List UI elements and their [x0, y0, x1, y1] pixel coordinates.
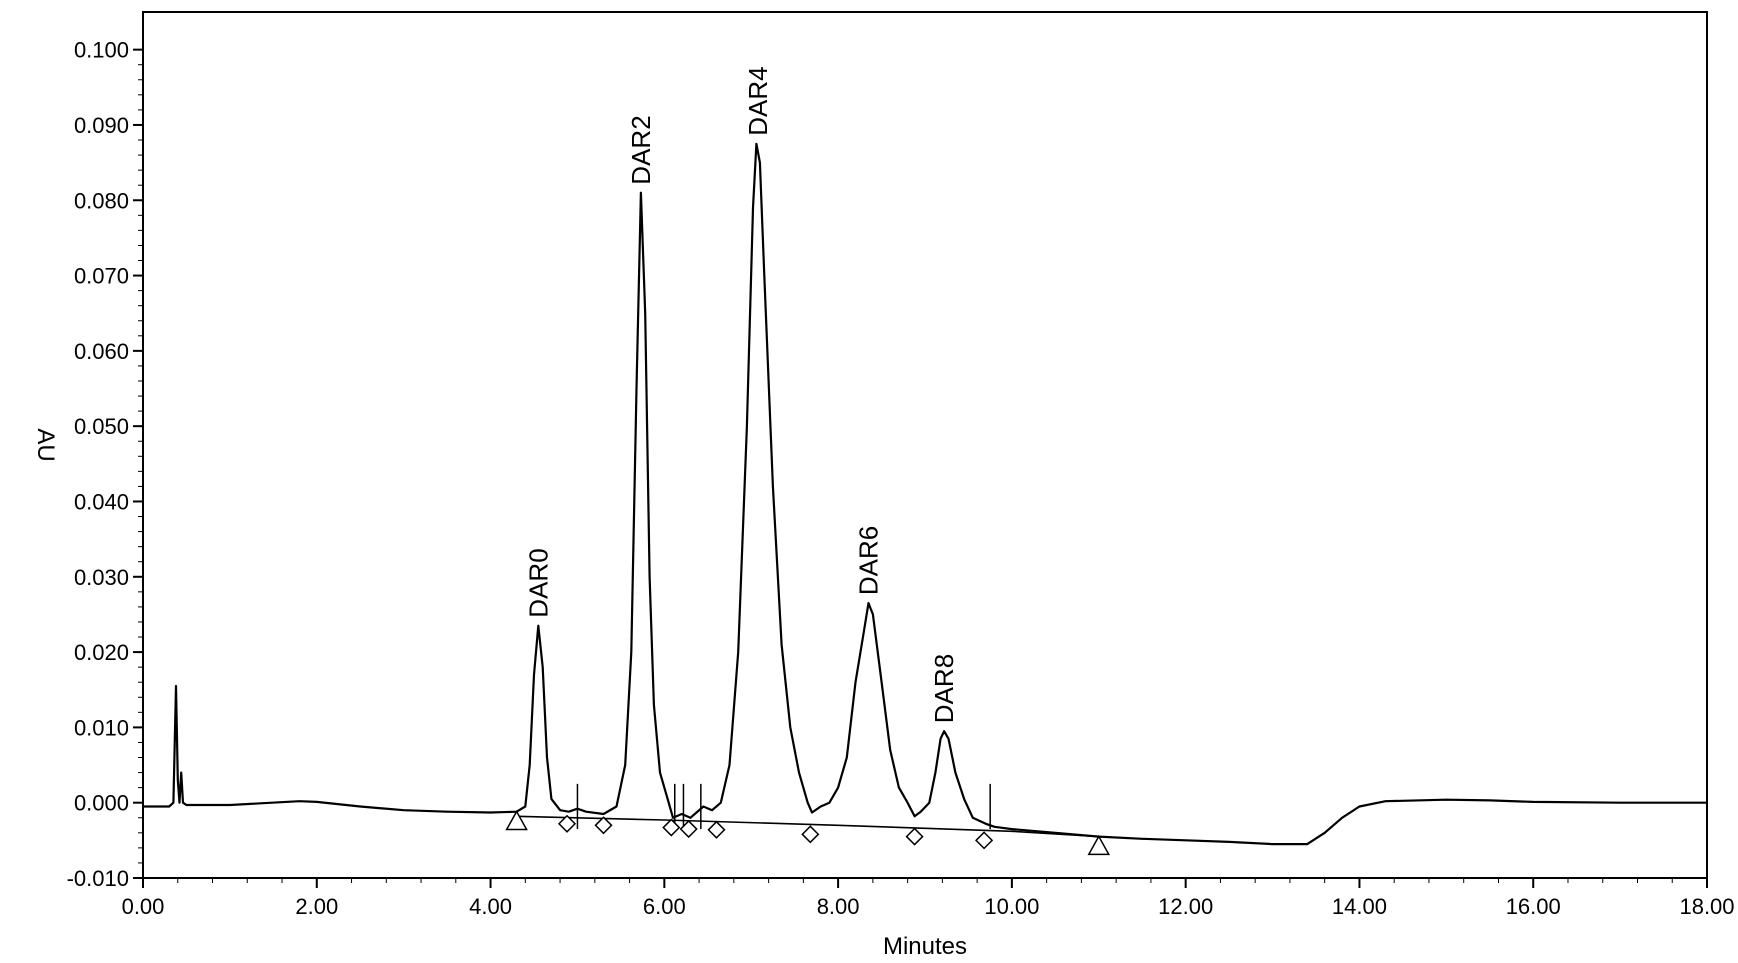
x-tick-label-3: 6.00	[643, 894, 686, 919]
peak-label-dar2: DAR2	[626, 115, 656, 184]
peak-label-layer: DAR0 DAR2 DAR4 DAR6 DAR8	[523, 66, 959, 723]
y-tick-label-3: 0.020	[74, 640, 129, 665]
y-tick-label-11: 0.100	[74, 38, 129, 63]
y-axis-title: AU	[32, 428, 59, 461]
x-tick-label-1: 2.00	[295, 894, 338, 919]
x-axis: 0.00 2.00 4.00 6.00 8.00 10.00 12.00 14.00 16.00…	[122, 878, 1735, 919]
diamond-marker-4	[663, 820, 679, 836]
plot-frame	[143, 12, 1707, 878]
y-tick-label-2: 0.010	[74, 715, 129, 740]
diamond-marker-3	[596, 817, 612, 833]
x-tick-label-0: 0.00	[122, 894, 165, 919]
y-tick-label-8: 0.070	[74, 264, 129, 289]
y-axis: -0.010 0.000 0.010 0.020 0.030 0.040 0.050 0.06…	[67, 38, 143, 891]
y-tick-label-4: 0.030	[74, 565, 129, 590]
diamond-marker-9	[976, 832, 992, 848]
x-tick-label-5: 10.00	[984, 894, 1039, 919]
y-tick-label-10: 0.090	[74, 113, 129, 138]
y-tick-label-9: 0.080	[74, 188, 129, 213]
diamond-marker-8	[907, 829, 923, 845]
diamond-marker-7	[802, 826, 818, 842]
chromatogram-trace	[143, 144, 1707, 844]
x-tick-label-6: 12.00	[1158, 894, 1213, 919]
peak-label-dar4: DAR4	[743, 66, 773, 135]
diamond-marker-6	[708, 822, 724, 838]
peak-label-dar6: DAR6	[854, 526, 884, 595]
trace-layer	[143, 144, 1707, 844]
x-tick-label-9: 18.00	[1679, 894, 1734, 919]
y-tick-label-7: 0.060	[74, 339, 129, 364]
x-tick-label-7: 14.00	[1332, 894, 1387, 919]
peak-label-dar8: DAR8	[929, 654, 959, 723]
y-tick-label-5: 0.040	[74, 489, 129, 514]
x-tick-label-8: 16.00	[1506, 894, 1561, 919]
triangle-marker-1	[1089, 836, 1109, 854]
x-tick-label-4: 8.00	[817, 894, 860, 919]
y-tick-label-1: 0.000	[74, 791, 129, 816]
peak-label-dar0: DAR0	[523, 548, 553, 617]
x-tick-label-2: 4.00	[469, 894, 512, 919]
x-axis-title: Minutes	[883, 933, 967, 960]
y-tick-label-0: -0.010	[67, 866, 129, 891]
marker-layer	[507, 784, 1109, 855]
triangle-marker-0	[507, 812, 527, 830]
y-tick-label-6: 0.050	[74, 414, 129, 439]
